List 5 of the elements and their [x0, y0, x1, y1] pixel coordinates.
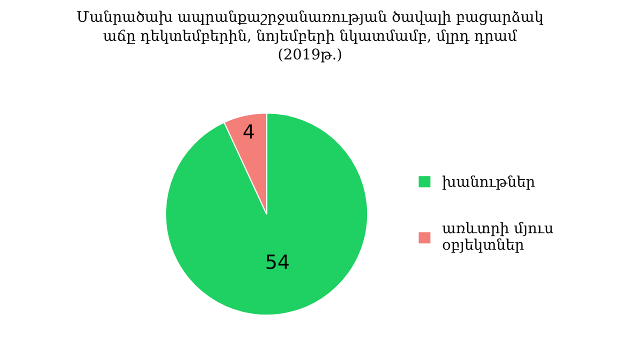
chart-title: Մանրածախ ապրանքաշրջանառության ծավալի բացարձակ աճը դեկտեմբերին, նոյեմբերի նկատմամբ, մլրդ դրամ (2019թ.)	[77, 10, 544, 62]
legend-label: խանութներ	[442, 175, 535, 190]
data-label: 54	[266, 254, 289, 270]
legend-label: առևտրի մյուս օբյեկտներ	[442, 222, 554, 253]
data-label: 4	[244, 124, 254, 139]
